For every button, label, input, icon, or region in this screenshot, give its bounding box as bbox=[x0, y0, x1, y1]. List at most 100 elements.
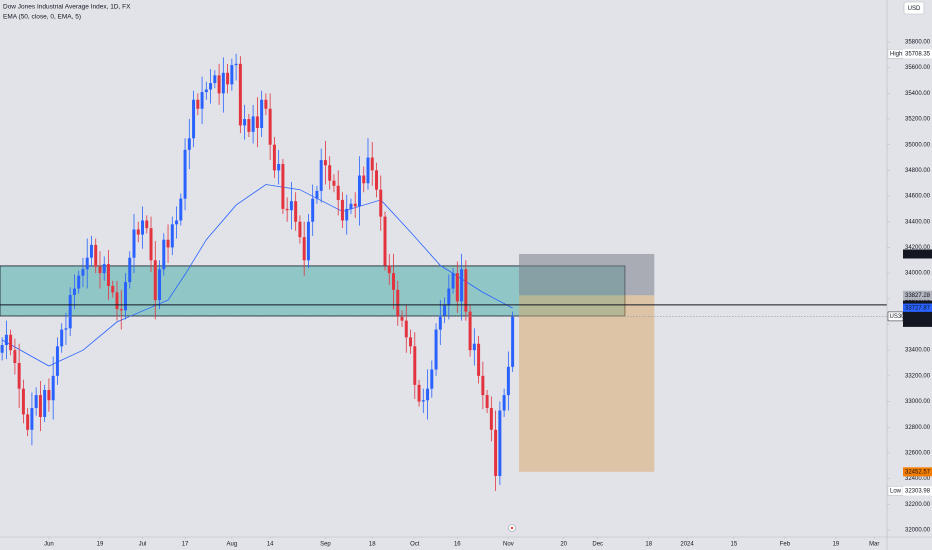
y-tick-label: 34200.00 bbox=[905, 245, 931, 251]
candle-body bbox=[375, 170, 378, 190]
candle-body bbox=[187, 138, 191, 150]
candle-body bbox=[396, 289, 400, 317]
candle-body bbox=[192, 99, 196, 139]
y-tick-label: 34000.00 bbox=[905, 271, 931, 277]
symbol-box bbox=[887, 311, 904, 322]
candle-body bbox=[285, 208, 289, 211]
candle-body bbox=[294, 201, 298, 222]
candle-body bbox=[243, 119, 247, 126]
y-tick-label: 34400.00 bbox=[905, 219, 931, 225]
candle-body bbox=[251, 116, 255, 132]
candle-body bbox=[247, 119, 251, 132]
candle-body bbox=[332, 180, 336, 186]
candle-body bbox=[362, 175, 366, 184]
candle-body bbox=[106, 264, 110, 286]
candle-body bbox=[426, 388, 430, 401]
x-tick-label: Jul bbox=[139, 542, 147, 548]
candle-body bbox=[179, 198, 183, 221]
candle-body bbox=[21, 388, 25, 415]
candle-body bbox=[34, 395, 38, 408]
candle-body bbox=[302, 237, 306, 261]
candle-body bbox=[234, 63, 238, 66]
candle-body bbox=[124, 282, 127, 311]
candle-body bbox=[47, 389, 51, 401]
currency-button[interactable] bbox=[903, 1, 925, 15]
high-tag: High bbox=[890, 51, 902, 57]
candle-body bbox=[43, 389, 47, 417]
candle-body bbox=[17, 363, 21, 389]
price-label-box bbox=[903, 467, 932, 477]
y-tick-label: 35000.00 bbox=[905, 142, 931, 148]
candle-body bbox=[221, 72, 225, 94]
candle-body bbox=[153, 260, 157, 301]
candle-body bbox=[4, 334, 8, 346]
candle-body bbox=[30, 407, 34, 430]
y-tick-label: 32600.00 bbox=[905, 450, 931, 456]
candle-body bbox=[145, 220, 149, 229]
price-label-box bbox=[903, 303, 932, 313]
high-value: 35708.35 bbox=[905, 51, 931, 57]
candle-body bbox=[9, 334, 13, 351]
candle-body bbox=[149, 228, 153, 261]
x-tick-label: 17 bbox=[182, 542, 189, 548]
y-tick-label: 33000.00 bbox=[905, 399, 931, 405]
candle-body bbox=[277, 163, 281, 171]
x-tick-label: 16 bbox=[454, 542, 461, 548]
candle-body bbox=[323, 160, 327, 166]
currency-label[interactable]: USD bbox=[908, 6, 921, 12]
y-tick-label: 35800.00 bbox=[905, 40, 931, 46]
candle-body bbox=[370, 157, 374, 171]
high-value-box bbox=[903, 49, 932, 59]
price-label: 33727.87 bbox=[905, 306, 931, 312]
candle-body bbox=[336, 185, 340, 200]
x-tick-label: Nov bbox=[503, 542, 514, 548]
low-value-box bbox=[903, 486, 932, 496]
candle-body bbox=[64, 328, 68, 330]
y-tick-label: 34600.00 bbox=[905, 194, 931, 200]
price-label: 34149.00 bbox=[905, 252, 931, 258]
candle-body bbox=[413, 346, 417, 385]
candle-body bbox=[353, 203, 357, 207]
countdown: 05:20:32 bbox=[905, 320, 929, 326]
price-label-box bbox=[903, 311, 932, 327]
candle-body bbox=[200, 92, 204, 109]
candle-body bbox=[447, 288, 451, 306]
candle-body bbox=[357, 175, 361, 207]
y-tick-label: 35400.00 bbox=[905, 91, 931, 97]
candle-body bbox=[345, 208, 349, 221]
x-tick-label: 2024 bbox=[680, 542, 694, 548]
y-tick-label: 32200.00 bbox=[905, 502, 931, 508]
candle-body bbox=[506, 366, 510, 396]
candle-body bbox=[421, 400, 425, 402]
candle-body bbox=[328, 165, 332, 181]
candle-body bbox=[477, 343, 481, 376]
candle-body bbox=[175, 220, 179, 225]
plot-area bbox=[0, 53, 887, 491]
x-tick-label: 15 bbox=[731, 542, 738, 548]
price-label: 33662.99 bbox=[905, 314, 931, 320]
candle-body bbox=[349, 203, 353, 209]
x-tick-label: 14 bbox=[267, 542, 274, 548]
candle-body bbox=[319, 160, 323, 191]
candle-body bbox=[455, 273, 459, 302]
candle-body bbox=[311, 198, 315, 222]
y-tick-label: 35200.00 bbox=[905, 117, 931, 123]
candle-body bbox=[72, 288, 76, 295]
x-tick-label: Dec bbox=[592, 542, 603, 548]
candle-body bbox=[111, 285, 115, 293]
candle-body bbox=[481, 375, 485, 396]
low-tag: Low bbox=[890, 488, 902, 494]
candle-body bbox=[162, 239, 166, 270]
candle-body bbox=[306, 221, 310, 261]
candle-body bbox=[315, 190, 319, 199]
candle-body bbox=[60, 329, 64, 347]
candle-body bbox=[102, 264, 106, 274]
candle-body bbox=[400, 316, 404, 321]
candle-body bbox=[13, 350, 17, 364]
symbol-label: US30 bbox=[890, 314, 906, 320]
x-tick-label: Oct bbox=[410, 542, 420, 548]
y-tick-label: 32800.00 bbox=[905, 425, 931, 431]
candle-body bbox=[183, 149, 187, 199]
candle-body bbox=[238, 63, 242, 126]
